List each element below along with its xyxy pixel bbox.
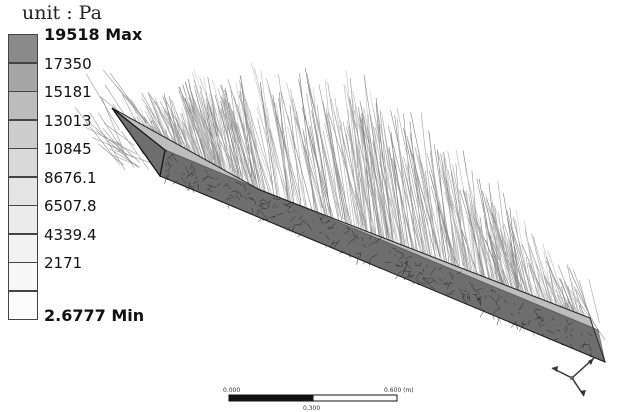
- legend-value: 8676.1: [44, 168, 97, 187]
- legend-value: 13013: [44, 111, 92, 130]
- unit-label: unit : Pa: [22, 2, 102, 24]
- legend-swatch: [8, 290, 38, 320]
- legend-value: 4339.4: [44, 225, 97, 244]
- legend-swatch: [8, 205, 38, 234]
- legend-swatch: [8, 176, 38, 206]
- legend-swatch: [8, 62, 38, 92]
- legend-value: 15181: [44, 83, 92, 101]
- legend-value: 17350: [44, 54, 92, 73]
- scale-end-label: 0.600 (m): [384, 387, 414, 394]
- legend-value: 6507.8: [44, 197, 97, 215]
- legend-value: 2.6777 Min: [44, 305, 145, 325]
- legend-value: 2171: [44, 254, 83, 272]
- coordinate-axes-icon: [551, 357, 595, 397]
- mesh-side-face: [159, 149, 606, 363]
- legend-value: 10845: [44, 140, 92, 158]
- scale-mid-label: 0.300: [303, 405, 320, 412]
- legend-value: 19518 Max: [44, 25, 143, 44]
- legend-swatch: [8, 119, 38, 149]
- scale-start-label: 0.000: [223, 387, 240, 394]
